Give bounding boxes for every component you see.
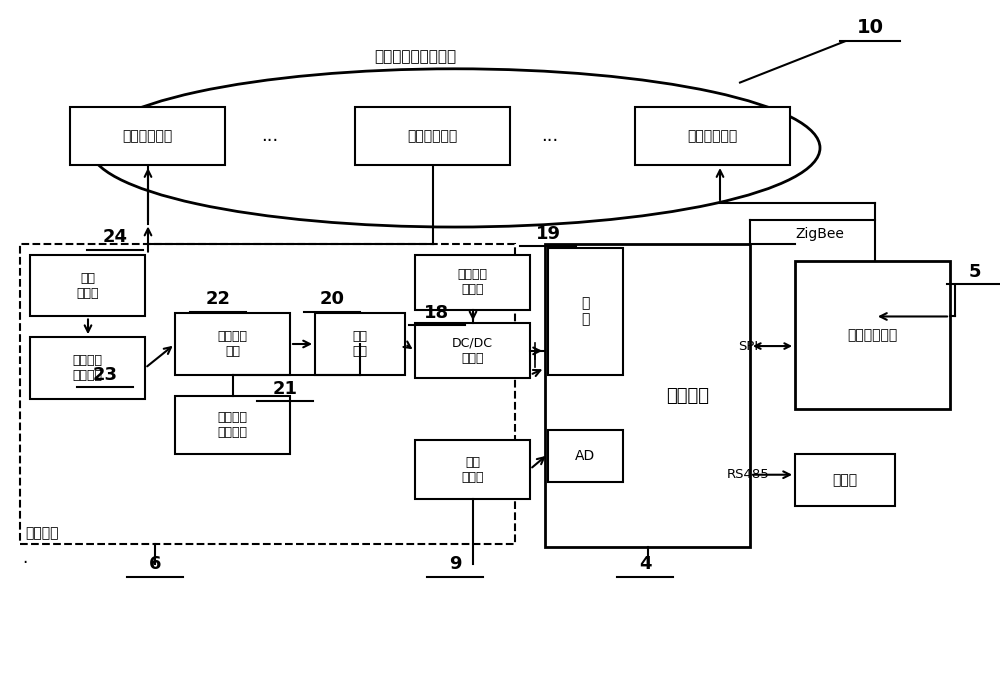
Text: 23: 23 [92,366,118,384]
Bar [548,430,623,482]
Text: ZigBee: ZigBee [795,227,844,241]
Text: 微处理器: 微处理器 [666,387,709,405]
Text: 5: 5 [969,263,981,281]
Bar [795,261,950,409]
Text: ...: ... [541,127,559,144]
Text: 21: 21 [272,380,298,398]
Text: RS485: RS485 [727,469,769,481]
Text: 电池充放
电模块: 电池充放 电模块 [458,268,488,296]
Bar [635,107,790,165]
Text: SPI: SPI [738,340,758,352]
Text: 10: 10 [856,18,884,37]
Text: 24: 24 [103,228,128,246]
Bar [70,107,225,165]
Text: 18: 18 [424,304,450,322]
Text: 供电模块: 供电模块 [25,526,58,540]
Text: 无线测温模块: 无线测温模块 [407,129,458,143]
Bar [795,454,895,506]
Bar [415,323,530,378]
Text: 19: 19 [536,225,560,243]
Text: 间隔层: 间隔层 [832,473,858,487]
Text: 无线测温模块: 无线测温模块 [122,129,173,143]
Bar [30,337,145,399]
Text: 温度
传感器: 温度 传感器 [461,455,484,484]
Bar [30,255,145,316]
Text: 降压
模块: 降压 模块 [352,330,368,358]
Text: ...: ... [261,127,279,144]
Text: 6: 6 [149,555,161,573]
Bar [415,255,530,310]
Bar [415,440,530,499]
Text: 过压过流
监测模块: 过压过流 监测模块 [217,411,247,439]
Ellipse shape [90,69,820,227]
Bar [355,107,510,165]
Bar [315,313,405,375]
Text: 电
源: 电 源 [581,297,590,326]
Text: 无线测温节点个域网: 无线测温节点个域网 [374,49,456,64]
Text: 22: 22 [206,290,230,308]
Bar [545,244,750,547]
Bar [548,248,623,375]
Text: 整流滤波
模块: 整流滤波 模块 [217,330,247,358]
Text: 电流
互感器: 电流 互感器 [76,272,99,299]
Text: ·: · [22,554,28,572]
Text: 无线射频芯片: 无线射频芯片 [847,328,898,343]
Bar [175,313,290,375]
Text: 9: 9 [449,555,461,573]
Text: 4: 4 [639,555,651,573]
Text: DC/DC
转换器: DC/DC 转换器 [452,337,493,365]
Text: AD: AD [575,449,596,463]
Text: 前端冲击
保护模块: 前端冲击 保护模块 [72,354,103,382]
Text: 20: 20 [320,290,344,308]
Bar [175,396,290,454]
Bar [20,244,515,544]
Text: 无线测温模块: 无线测温模块 [687,129,738,143]
